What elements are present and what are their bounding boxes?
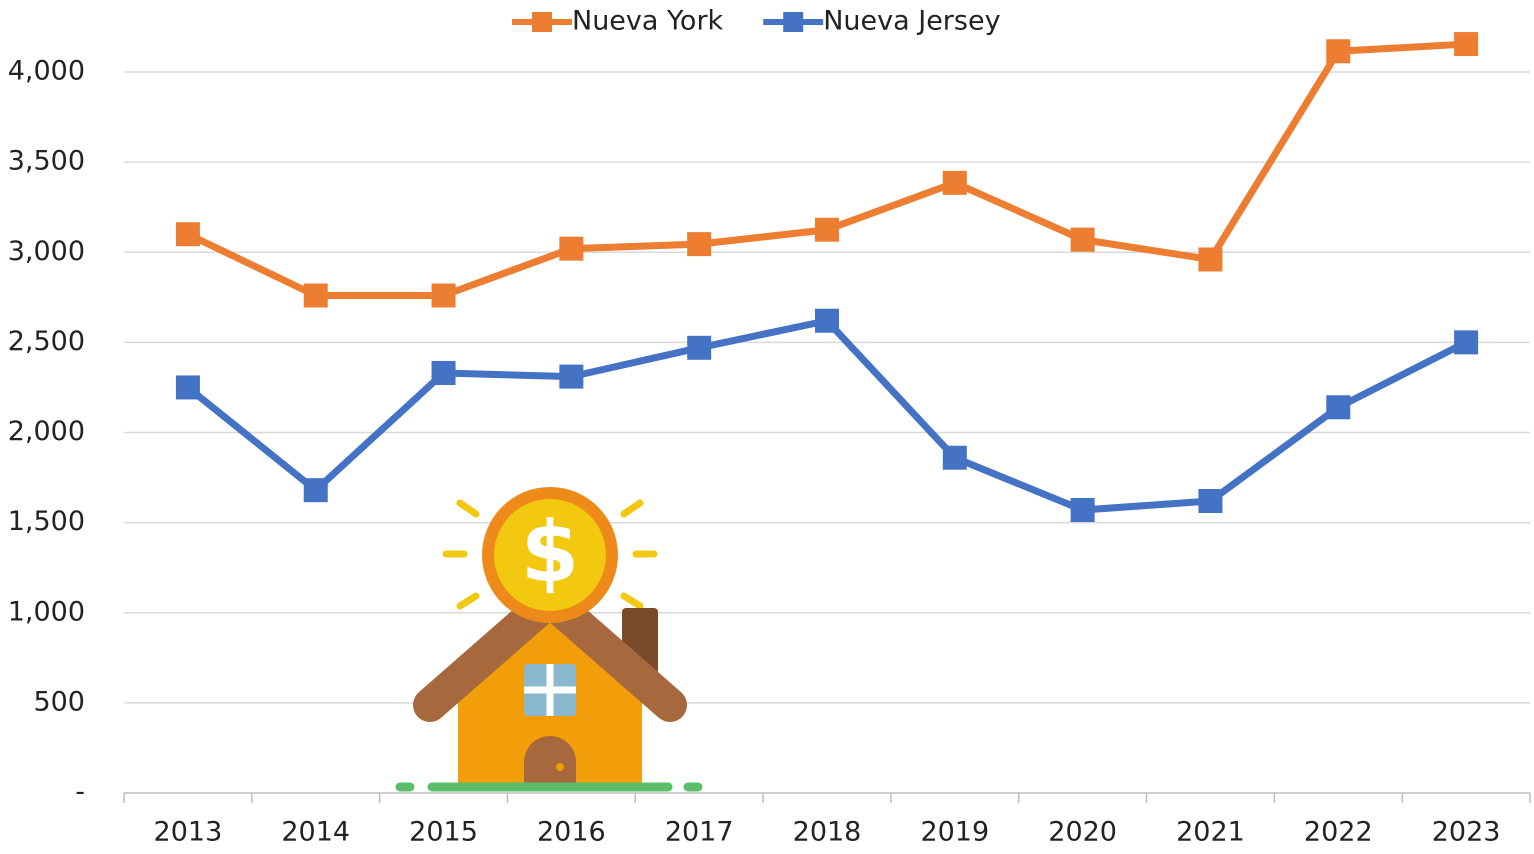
x-tick-label: 2016	[537, 817, 606, 848]
x-tick-label: 2015	[409, 817, 478, 848]
data-point	[943, 446, 967, 470]
legend-label: Nueva York	[572, 6, 724, 37]
series-line	[188, 44, 1466, 295]
data-point	[1071, 228, 1095, 252]
y-tick-label: 3,500	[8, 146, 85, 177]
data-point	[1071, 498, 1095, 522]
data-point	[943, 171, 967, 195]
data-point	[176, 375, 200, 399]
x-tick-label: 2013	[154, 817, 223, 848]
y-tick-label: 2,500	[8, 326, 85, 357]
data-point	[687, 336, 711, 360]
data-point	[559, 365, 583, 389]
x-tick-label: 2019	[920, 817, 989, 848]
data-point	[1454, 32, 1478, 56]
y-tick-label: 1,000	[8, 596, 85, 627]
house-icon: $	[400, 487, 698, 787]
y-tick-label: 500	[33, 686, 85, 717]
x-tick-label: 2017	[665, 817, 734, 848]
x-tick-label: 2021	[1176, 817, 1245, 848]
axes: - 500 1,000 1,500 2,000 2,500 3,000 3,500 4,000 2…	[8, 56, 1530, 848]
data-point	[432, 361, 456, 385]
y-tick-label: 1,500	[8, 506, 85, 537]
x-tick-label: 2018	[793, 817, 862, 848]
series-line	[188, 321, 1466, 510]
data-point	[687, 232, 711, 256]
data-point	[815, 309, 839, 333]
y-tick-label: 3,000	[8, 236, 85, 267]
plot: Nueva York Nueva Jersey	[176, 6, 1478, 523]
data-point	[1326, 395, 1350, 419]
data-point	[1326, 39, 1350, 63]
x-tick-label: 2020	[1048, 817, 1117, 848]
x-tick-label: 2022	[1304, 817, 1373, 848]
data-point	[559, 237, 583, 261]
data-point	[304, 284, 328, 308]
data-point	[1454, 330, 1478, 354]
data-point	[1198, 247, 1222, 271]
chart: - 500 1,000 1,500 2,000 2,500 3,000 3,500 4,000 2…	[0, 0, 1534, 850]
x-tick-label: 2023	[1432, 817, 1501, 848]
legend-label: Nueva Jersey	[823, 6, 1000, 37]
y-tick-label: -	[75, 777, 85, 808]
data-point	[176, 222, 200, 246]
y-tick-label: 2,000	[8, 416, 85, 447]
x-tick-label: 2014	[281, 817, 350, 848]
svg-text:$: $	[521, 503, 579, 601]
data-point	[432, 284, 456, 308]
data-point	[815, 218, 839, 242]
data-point	[1198, 489, 1222, 513]
legend-marker	[783, 12, 803, 32]
legend-marker	[532, 12, 552, 32]
y-tick-label: 4,000	[8, 56, 85, 87]
data-point	[304, 478, 328, 502]
